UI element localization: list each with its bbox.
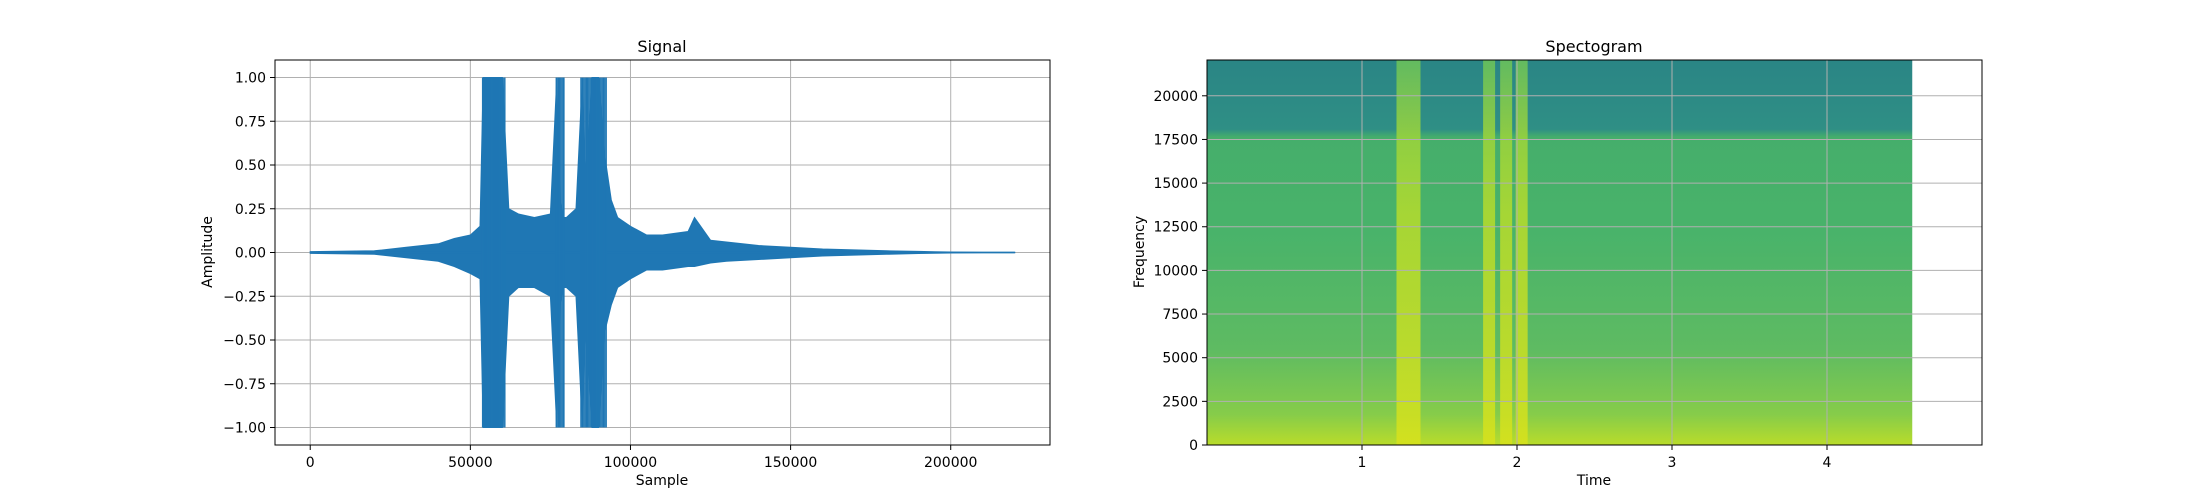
signal-y-tick-label: −0.25 [223, 289, 266, 305]
spectrogram-x-ticks: 1 2 3 4 [1358, 445, 1832, 471]
signal-y-tick-label: −0.75 [223, 377, 266, 393]
spectrogram-band [1515, 60, 1528, 445]
spectrogram-title: Spectogram [1545, 37, 1642, 56]
spectrogram-y-tick-label: 15000 [1153, 176, 1198, 192]
spectrogram-band [1396, 60, 1421, 445]
spectrogram-y-tick-label: 20000 [1153, 89, 1198, 105]
signal-x-tick-label: 0 [306, 455, 315, 471]
spectrogram-y-label: Frequency [1132, 216, 1148, 288]
signal-x-ticks: 0 50000 100000 150000 200000 [306, 445, 977, 471]
spectrogram-y-tick-label: 0 [1189, 438, 1198, 454]
signal-x-tick-label: 100000 [604, 455, 657, 471]
spectrogram-y-tick-label: 10000 [1153, 263, 1198, 279]
signal-x-tick-label: 150000 [764, 455, 817, 471]
spectrogram-axes: Spectogram 1 2 3 4 0 2500 5000 7500 10000 12500 1… [1132, 37, 1983, 489]
spectrogram-x-tick-label: 2 [1513, 455, 1522, 471]
signal-y-tick-label: 0.25 [235, 202, 266, 218]
signal-x-label: Sample [636, 473, 689, 489]
spectrogram-grid [1207, 60, 1982, 446]
signal-y-tick-label: 0.75 [235, 114, 266, 130]
signal-spikes [310, 77, 1015, 428]
spectrogram-x-tick-label: 4 [1823, 455, 1832, 471]
signal-x-tick-label: 50000 [448, 455, 493, 471]
signal-y-label: Amplitude [200, 216, 216, 288]
signal-axes: Signal 0 50000 100000 150000 200000 −1.00 −0.… [200, 37, 1051, 489]
spectrogram-image [1207, 60, 1913, 445]
spectrogram-frame [1206, 59, 1983, 446]
spectrogram-y-tick-label: 7500 [1162, 307, 1198, 323]
signal-y-tick-label: 0.50 [235, 158, 266, 174]
spectrogram-x-label: Time [1576, 473, 1611, 489]
signal-y-tick-label: −1.00 [223, 421, 266, 437]
signal-y-ticks: −1.00 −0.75 −0.50 −0.25 0.00 0.25 0.50 0.75 1.00 [223, 71, 275, 437]
signal-x-tick-label: 200000 [924, 455, 977, 471]
spectrogram-bright-bands [1396, 60, 1528, 445]
signal-y-tick-label: −0.50 [223, 333, 266, 349]
spectrogram-x-tick-label: 1 [1358, 455, 1367, 471]
spectrogram-y-ticks: 0 2500 5000 7500 10000 12500 15000 17500 20000 [1153, 89, 1207, 454]
spectrogram-band [1500, 60, 1513, 445]
spectrogram-band [1483, 60, 1496, 445]
spectrogram-y-tick-label: 17500 [1153, 132, 1198, 148]
spectrogram-x-tick-label: 3 [1668, 455, 1677, 471]
signal-title: Signal [637, 37, 686, 56]
signal-y-tick-label: 1.00 [235, 71, 266, 87]
spectrogram-y-tick-label: 12500 [1153, 220, 1198, 236]
spectrogram-y-tick-label: 5000 [1162, 351, 1198, 367]
signal-y-tick-label: 0.00 [235, 246, 266, 262]
spectrogram-y-tick-label: 2500 [1162, 394, 1198, 410]
